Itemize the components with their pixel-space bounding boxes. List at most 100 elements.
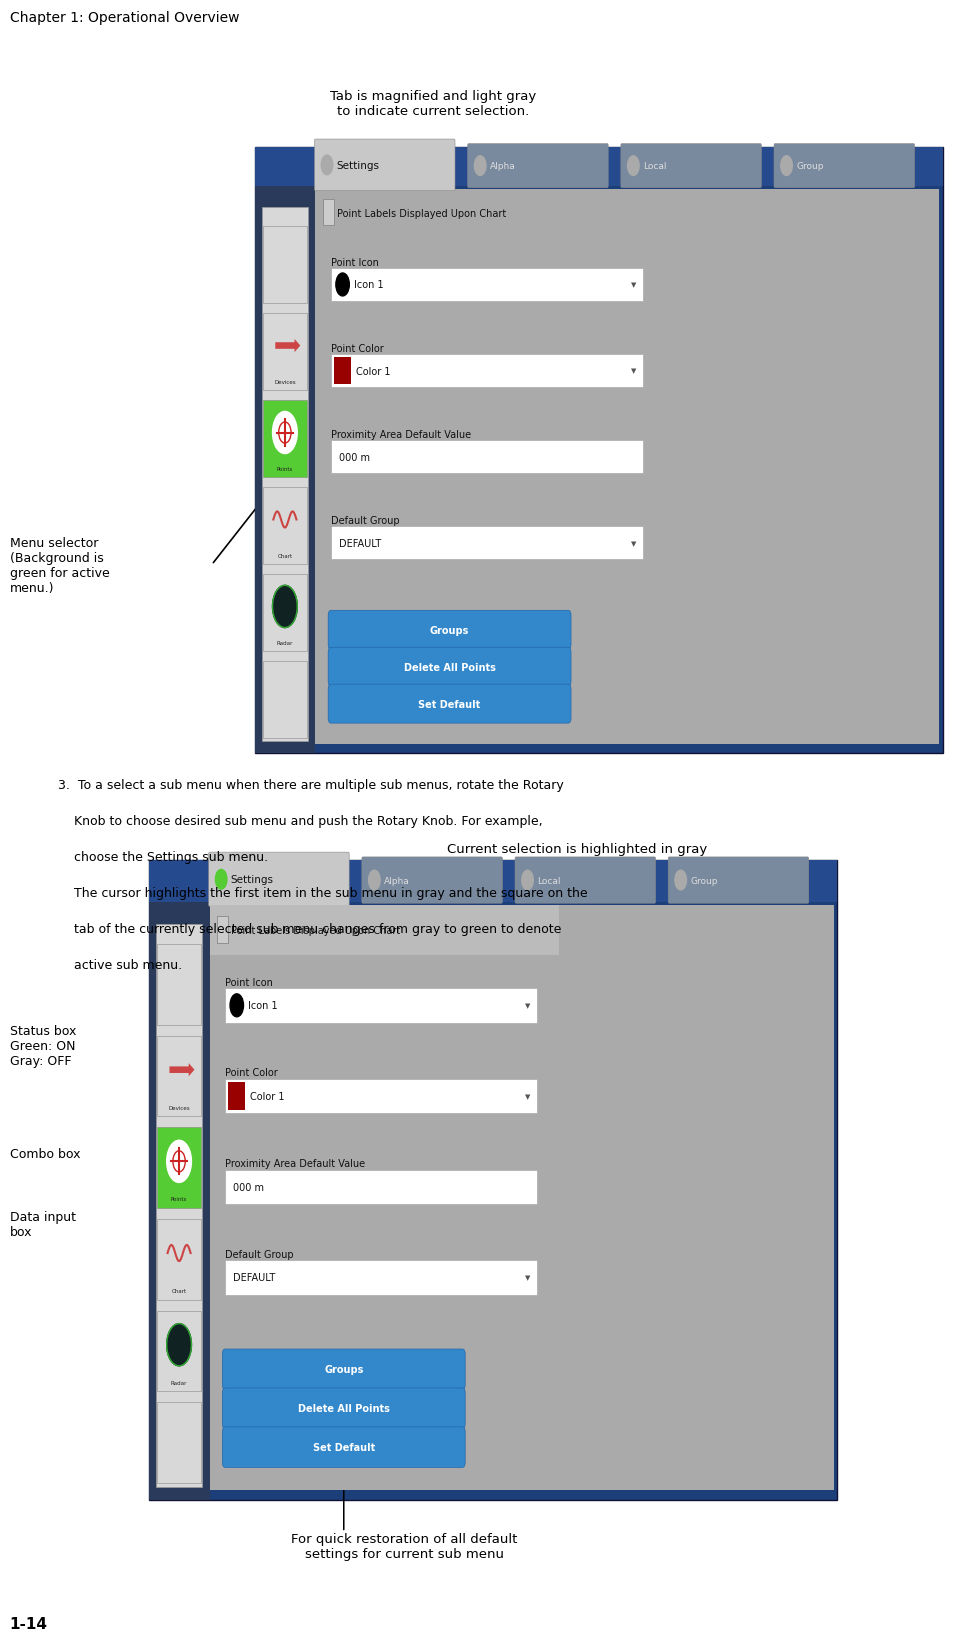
Text: Tab is magnified and light gray
to indicate current selection.: Tab is magnified and light gray to indic…	[330, 90, 535, 118]
Text: Proximity Area Default Value: Proximity Area Default Value	[225, 1159, 365, 1169]
Text: Alpha: Alpha	[383, 875, 409, 885]
Circle shape	[166, 1324, 191, 1365]
Bar	[262, 208, 308, 742]
Text: Devices: Devices	[274, 380, 295, 385]
Circle shape	[335, 274, 349, 297]
Bar	[262, 488, 307, 564]
Bar	[157, 1403, 201, 1483]
Bar	[331, 528, 642, 559]
Text: Chart: Chart	[171, 1288, 186, 1293]
Bar	[209, 905, 558, 956]
Circle shape	[627, 157, 638, 177]
Text: Delete All Points: Delete All Points	[404, 662, 495, 672]
Text: Chart: Chart	[277, 554, 292, 559]
FancyBboxPatch shape	[328, 611, 571, 651]
Text: Default Group: Default Group	[331, 516, 399, 526]
Text: 3.  To a select a sub menu when there are multiple sub menus, rotate the Rotary: 3. To a select a sub menu when there are…	[58, 779, 563, 792]
Text: DEFAULT: DEFAULT	[338, 538, 381, 549]
Circle shape	[675, 870, 686, 890]
Bar	[157, 1036, 201, 1116]
Text: Point Color: Point Color	[225, 1067, 278, 1078]
Bar	[262, 402, 307, 477]
Text: tab of the currently selected sub menu changes from gray to green to denote: tab of the currently selected sub menu c…	[58, 923, 560, 936]
Circle shape	[780, 157, 792, 177]
FancyBboxPatch shape	[467, 144, 607, 188]
Text: DEFAULT: DEFAULT	[233, 1272, 275, 1283]
Text: Settings: Settings	[231, 875, 274, 885]
Bar	[157, 924, 202, 1487]
Bar	[149, 860, 836, 1500]
Bar	[262, 575, 307, 651]
Circle shape	[368, 870, 380, 890]
Text: Group: Group	[796, 162, 823, 170]
Circle shape	[521, 870, 532, 890]
Text: 1-14: 1-14	[10, 1616, 48, 1631]
Text: Local: Local	[536, 875, 560, 885]
Bar	[217, 916, 228, 944]
Text: Point Labels Displayed Upon Chart: Point Labels Displayed Upon Chart	[232, 924, 401, 936]
Bar	[149, 901, 209, 1500]
Text: active sub menu.: active sub menu.	[58, 959, 182, 972]
Text: 000 m: 000 m	[338, 452, 369, 462]
Text: Point Icon: Point Icon	[225, 977, 273, 987]
Bar	[228, 1083, 245, 1110]
FancyBboxPatch shape	[774, 144, 914, 188]
Text: Set Default: Set Default	[312, 1442, 375, 1452]
Bar	[157, 1311, 201, 1392]
FancyBboxPatch shape	[361, 857, 502, 903]
Bar	[225, 988, 536, 1023]
FancyBboxPatch shape	[222, 1349, 465, 1390]
Bar	[255, 148, 942, 754]
Text: For quick restoration of all default
settings for current sub menu: For quick restoration of all default set…	[290, 1532, 517, 1560]
Text: Set Default: Set Default	[418, 700, 480, 710]
Bar	[262, 315, 307, 390]
Text: Point Color: Point Color	[331, 344, 383, 354]
Text: Current selection is highlighted in gray: Current selection is highlighted in gray	[447, 842, 706, 856]
Circle shape	[215, 870, 227, 890]
Text: Groups: Groups	[324, 1365, 363, 1375]
Text: Points: Points	[171, 1196, 187, 1201]
Text: 000 m: 000 m	[233, 1182, 263, 1192]
Text: Combo box: Combo box	[10, 1147, 80, 1160]
FancyBboxPatch shape	[668, 857, 808, 903]
Text: Point Icon: Point Icon	[331, 257, 379, 267]
Bar	[315, 190, 938, 744]
Text: Groups: Groups	[430, 626, 469, 636]
FancyBboxPatch shape	[222, 1388, 465, 1429]
Text: Local: Local	[642, 162, 666, 170]
Bar	[209, 905, 832, 1490]
Bar	[331, 441, 642, 474]
Text: Alpha: Alpha	[489, 162, 515, 170]
Text: Radar: Radar	[171, 1380, 187, 1385]
Text: Default Group: Default Group	[225, 1249, 293, 1259]
Text: Chapter 1: Operational Overview: Chapter 1: Operational Overview	[10, 11, 239, 26]
FancyBboxPatch shape	[222, 1428, 465, 1467]
Bar	[323, 200, 333, 226]
Text: Points: Points	[277, 467, 293, 472]
Circle shape	[321, 156, 333, 175]
Text: Knob to choose desired sub menu and push the Rotary Knob. For example,: Knob to choose desired sub menu and push…	[58, 815, 542, 828]
Text: ▼: ▼	[525, 1003, 530, 1008]
Text: ▼: ▼	[630, 369, 635, 374]
Bar	[225, 1170, 536, 1205]
Text: The cursor highlights the first item in the sub menu in gray and the square on t: The cursor highlights the first item in …	[58, 887, 587, 900]
Text: Data input
box: Data input box	[10, 1210, 76, 1239]
FancyBboxPatch shape	[209, 852, 349, 906]
Bar	[225, 1260, 536, 1295]
Text: Menu selector
(Background is
green for active
menu.): Menu selector (Background is green for a…	[10, 536, 110, 595]
Text: Point Labels Displayed Upon Chart: Point Labels Displayed Upon Chart	[337, 208, 506, 218]
Text: ▼: ▼	[525, 1093, 530, 1100]
Bar	[149, 860, 836, 901]
Text: Color 1: Color 1	[356, 365, 390, 377]
Bar	[255, 148, 942, 187]
Circle shape	[474, 157, 485, 177]
Bar	[333, 359, 351, 385]
Text: Proximity Area Default Value: Proximity Area Default Value	[331, 429, 471, 439]
FancyBboxPatch shape	[514, 857, 654, 903]
Bar	[262, 228, 307, 303]
FancyBboxPatch shape	[314, 139, 455, 192]
Bar	[255, 187, 315, 754]
Text: Color 1: Color 1	[250, 1092, 284, 1101]
Circle shape	[166, 1141, 191, 1183]
Bar	[157, 1219, 201, 1300]
